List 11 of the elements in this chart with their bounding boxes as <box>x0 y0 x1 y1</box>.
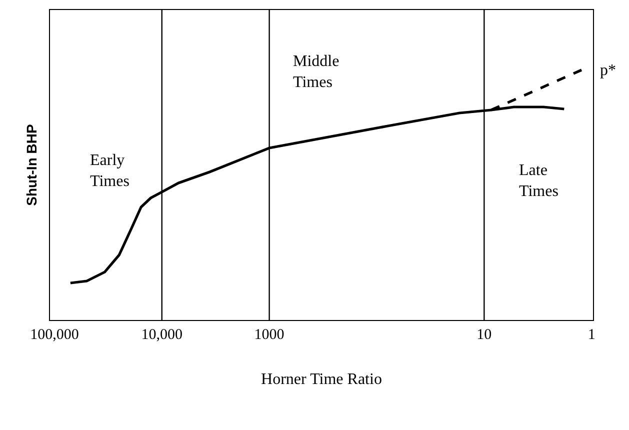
x-tick-label: 10 <box>476 327 492 344</box>
x-axis-title: Horner Time Ratio <box>261 370 382 388</box>
x-tick-label: 100,000 <box>30 327 79 344</box>
annotation: Middle Times <box>293 53 340 91</box>
annotation: Early Times <box>90 152 130 190</box>
y-axis-title: Shut-In BHP <box>24 124 40 206</box>
x-tick-label: 1 <box>588 327 596 344</box>
x-tick-label: 10,000 <box>141 327 182 344</box>
series-label: p* <box>600 62 616 79</box>
x-tick-label: 1000 <box>254 327 284 344</box>
annotation: Late Times <box>519 162 558 200</box>
